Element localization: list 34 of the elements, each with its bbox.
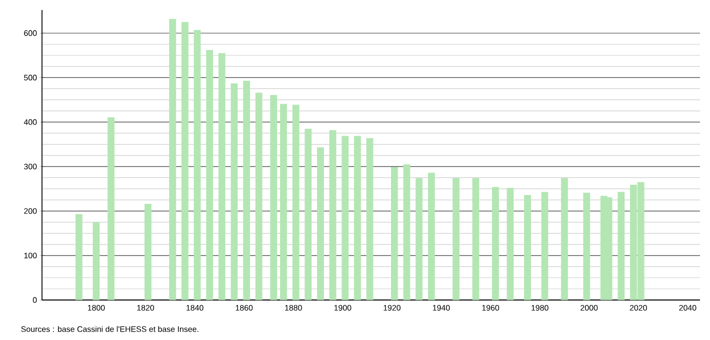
bar [181, 22, 188, 300]
bar [366, 138, 374, 300]
bar [428, 172, 435, 300]
bar [524, 195, 531, 300]
bar [108, 117, 114, 300]
bar [317, 147, 324, 300]
bar [270, 94, 278, 300]
bar [243, 80, 250, 300]
bar [230, 83, 238, 300]
bar [76, 214, 82, 300]
bar [329, 130, 336, 300]
bar [255, 92, 262, 300]
bar [218, 53, 226, 300]
bar [169, 18, 176, 300]
bar [292, 104, 300, 300]
bar [583, 192, 590, 300]
bar [506, 188, 514, 300]
bar [618, 192, 625, 300]
bar [206, 50, 214, 300]
bar [561, 178, 568, 300]
bar [280, 104, 287, 300]
bar [390, 167, 398, 300]
bar [354, 136, 361, 300]
bar [452, 178, 460, 300]
bar [144, 204, 152, 300]
bar [304, 128, 312, 300]
bar [541, 192, 548, 300]
bar [403, 164, 410, 300]
bar [416, 178, 423, 300]
bar [342, 136, 349, 300]
bar [492, 187, 499, 300]
bar [92, 222, 100, 300]
bar [472, 178, 480, 300]
bar [194, 30, 201, 300]
